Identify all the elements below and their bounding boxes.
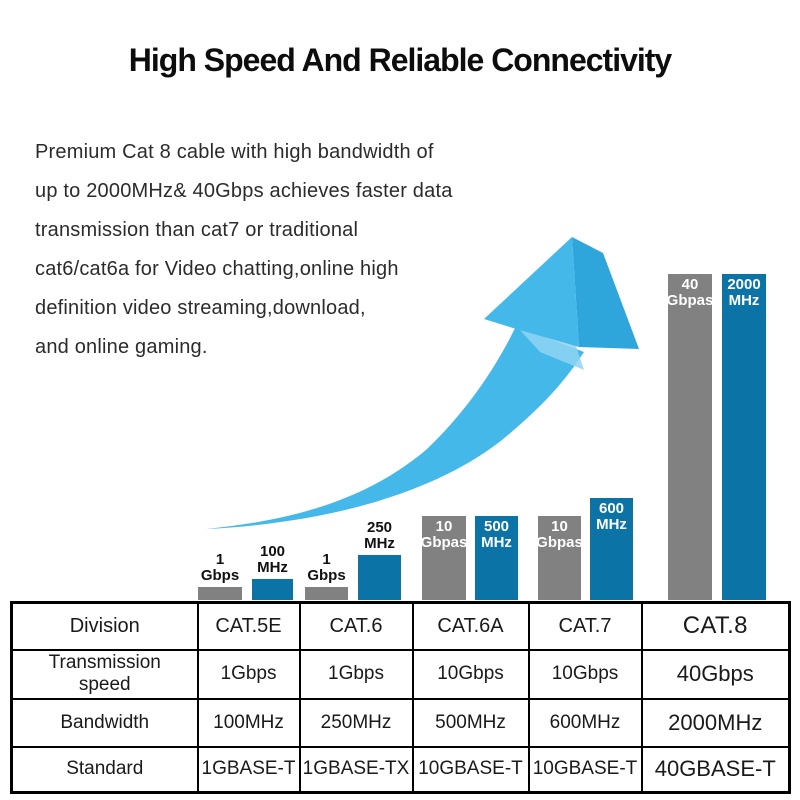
table-cell: 10GBASE-T — [411, 745, 530, 794]
bar-label-line: MHz — [364, 535, 395, 552]
row-label: Standard — [10, 745, 199, 794]
description-line: transmission than cat7 or traditional — [35, 219, 359, 241]
table-cell: 1GBASE-TX — [298, 745, 414, 794]
bar-label-line: Gbpas — [420, 534, 468, 551]
chart-bar-cat6-blue — [358, 555, 401, 600]
chart-bar-cat7-gray — [538, 516, 581, 600]
description-line: Premium Cat 8 cable with high bandwidth … — [35, 141, 434, 163]
bar-label: 500 MHz — [481, 519, 512, 551]
bar-label-line: 600 — [598, 500, 625, 517]
bar-label-line: 10 — [551, 518, 568, 535]
header-cell-cat8: CAT.8 — [640, 601, 791, 651]
table-row: Standard 1GBASE-T 1GBASE-TX 10GBASE-T 10GBAS… — [10, 745, 791, 794]
table-cell: 10GBASE-T — [527, 745, 643, 794]
table-cell: 40Gbps — [640, 648, 791, 700]
table-cell: 250MHz — [298, 697, 414, 748]
table-cell: 2000MHz — [640, 697, 791, 748]
bar-label-line: 100 — [259, 543, 286, 560]
bar-label: 2000 MHz — [727, 277, 760, 309]
bar-label-line: 2000 — [727, 276, 761, 293]
header-cell-cat6: CAT.6 — [298, 601, 414, 651]
table-cell: 1GBASE-T — [196, 745, 301, 794]
bar-label-line: MHz — [728, 292, 760, 309]
bar-label-line: MHz — [596, 516, 627, 533]
table-header-row: Division CAT.5E CAT.6 CAT.6A CAT.7 CAT.8 — [10, 601, 791, 651]
bar-label-line: Gbps — [307, 567, 346, 584]
row-label: Bandwidth — [10, 697, 199, 748]
table-cell: 10Gbps — [527, 648, 643, 700]
header-cell-division: Division — [10, 601, 199, 651]
chart-bar-cat5e-blue — [252, 579, 293, 600]
bar-label: 100 MHz — [257, 544, 288, 576]
table-cell: 1Gbps — [298, 648, 414, 700]
description-line: and online gaming. — [35, 336, 208, 358]
page-title: High Speed And Reliable Connectivity — [128, 42, 672, 78]
table-cell: 600MHz — [527, 697, 643, 748]
description-line: definition video streaming,download, — [35, 297, 366, 319]
bar-label: 40 Gbpas — [667, 277, 714, 309]
bar-label-line: 1 — [215, 551, 225, 568]
header-cell-cat7: CAT.7 — [527, 601, 643, 651]
header-cell-cat6a: CAT.6A — [411, 601, 530, 651]
bar-label-line: 500 — [483, 518, 510, 535]
table-row: Transmission speed 1Gbps 1Gbps 10Gbps 10Gbps… — [10, 648, 791, 700]
bar-label-line: 1 — [322, 551, 331, 568]
chart-bar-cat6a-gray — [422, 516, 466, 600]
bar-label: 600 MHz — [596, 501, 627, 533]
spec-table: Division CAT.5E CAT.6 CAT.6A CAT.7 CAT.8 Trans… — [10, 601, 791, 794]
description-line: up to 2000MHz& 40Gbps achieves faster da… — [35, 180, 453, 202]
chart-bar-cat8-gray — [668, 274, 712, 600]
chart-bar-cat5e-gray — [198, 587, 242, 600]
bar-label-line: Gbpas — [536, 534, 583, 551]
chart-bar-cat8-blue — [722, 274, 766, 600]
bar-label: 1 Gbps — [307, 552, 345, 584]
bar-label-line: MHz — [257, 559, 288, 576]
description: Premium Cat 8 cable with high bandwidth … — [35, 133, 453, 367]
chart-bar-cat6-gray — [305, 587, 348, 600]
bar-label-line: 40 — [681, 276, 699, 293]
chart-bar-cat6a-blue — [475, 516, 518, 600]
bar-label-line: Gbpas — [666, 292, 714, 309]
bar-label: 1 Gbps — [201, 552, 239, 584]
table-row: Bandwidth 100MHz 250MHz 500MHz 600MHz 2000MHz — [10, 697, 791, 748]
chart-bar-cat7-blue — [590, 498, 633, 600]
row-label: Transmission speed — [10, 648, 199, 700]
bar-label-line: Gbps — [200, 567, 240, 584]
bar-label: 10 Gbpas — [536, 519, 583, 551]
table-cell: 40GBASE-T — [640, 745, 791, 794]
table-cell: 10Gbps — [411, 648, 530, 700]
bar-label-line: MHz — [481, 534, 512, 551]
table-cell: 100MHz — [196, 697, 301, 748]
description-line: cat6/cat6a for Video chatting,online hig… — [35, 258, 399, 280]
bar-label: 10 Gbpas — [421, 519, 468, 551]
table-cell: 1Gbps — [196, 648, 301, 700]
spec-table-body: Division CAT.5E CAT.6 CAT.6A CAT.7 CAT.8 Trans… — [10, 601, 791, 794]
bar-label: 250 MHz — [364, 520, 395, 552]
header-cell-cat5e: CAT.5E — [196, 601, 301, 651]
table-cell: 500MHz — [411, 697, 530, 748]
bar-label-line: 10 — [435, 518, 453, 535]
bar-label-line: 250 — [366, 519, 393, 536]
